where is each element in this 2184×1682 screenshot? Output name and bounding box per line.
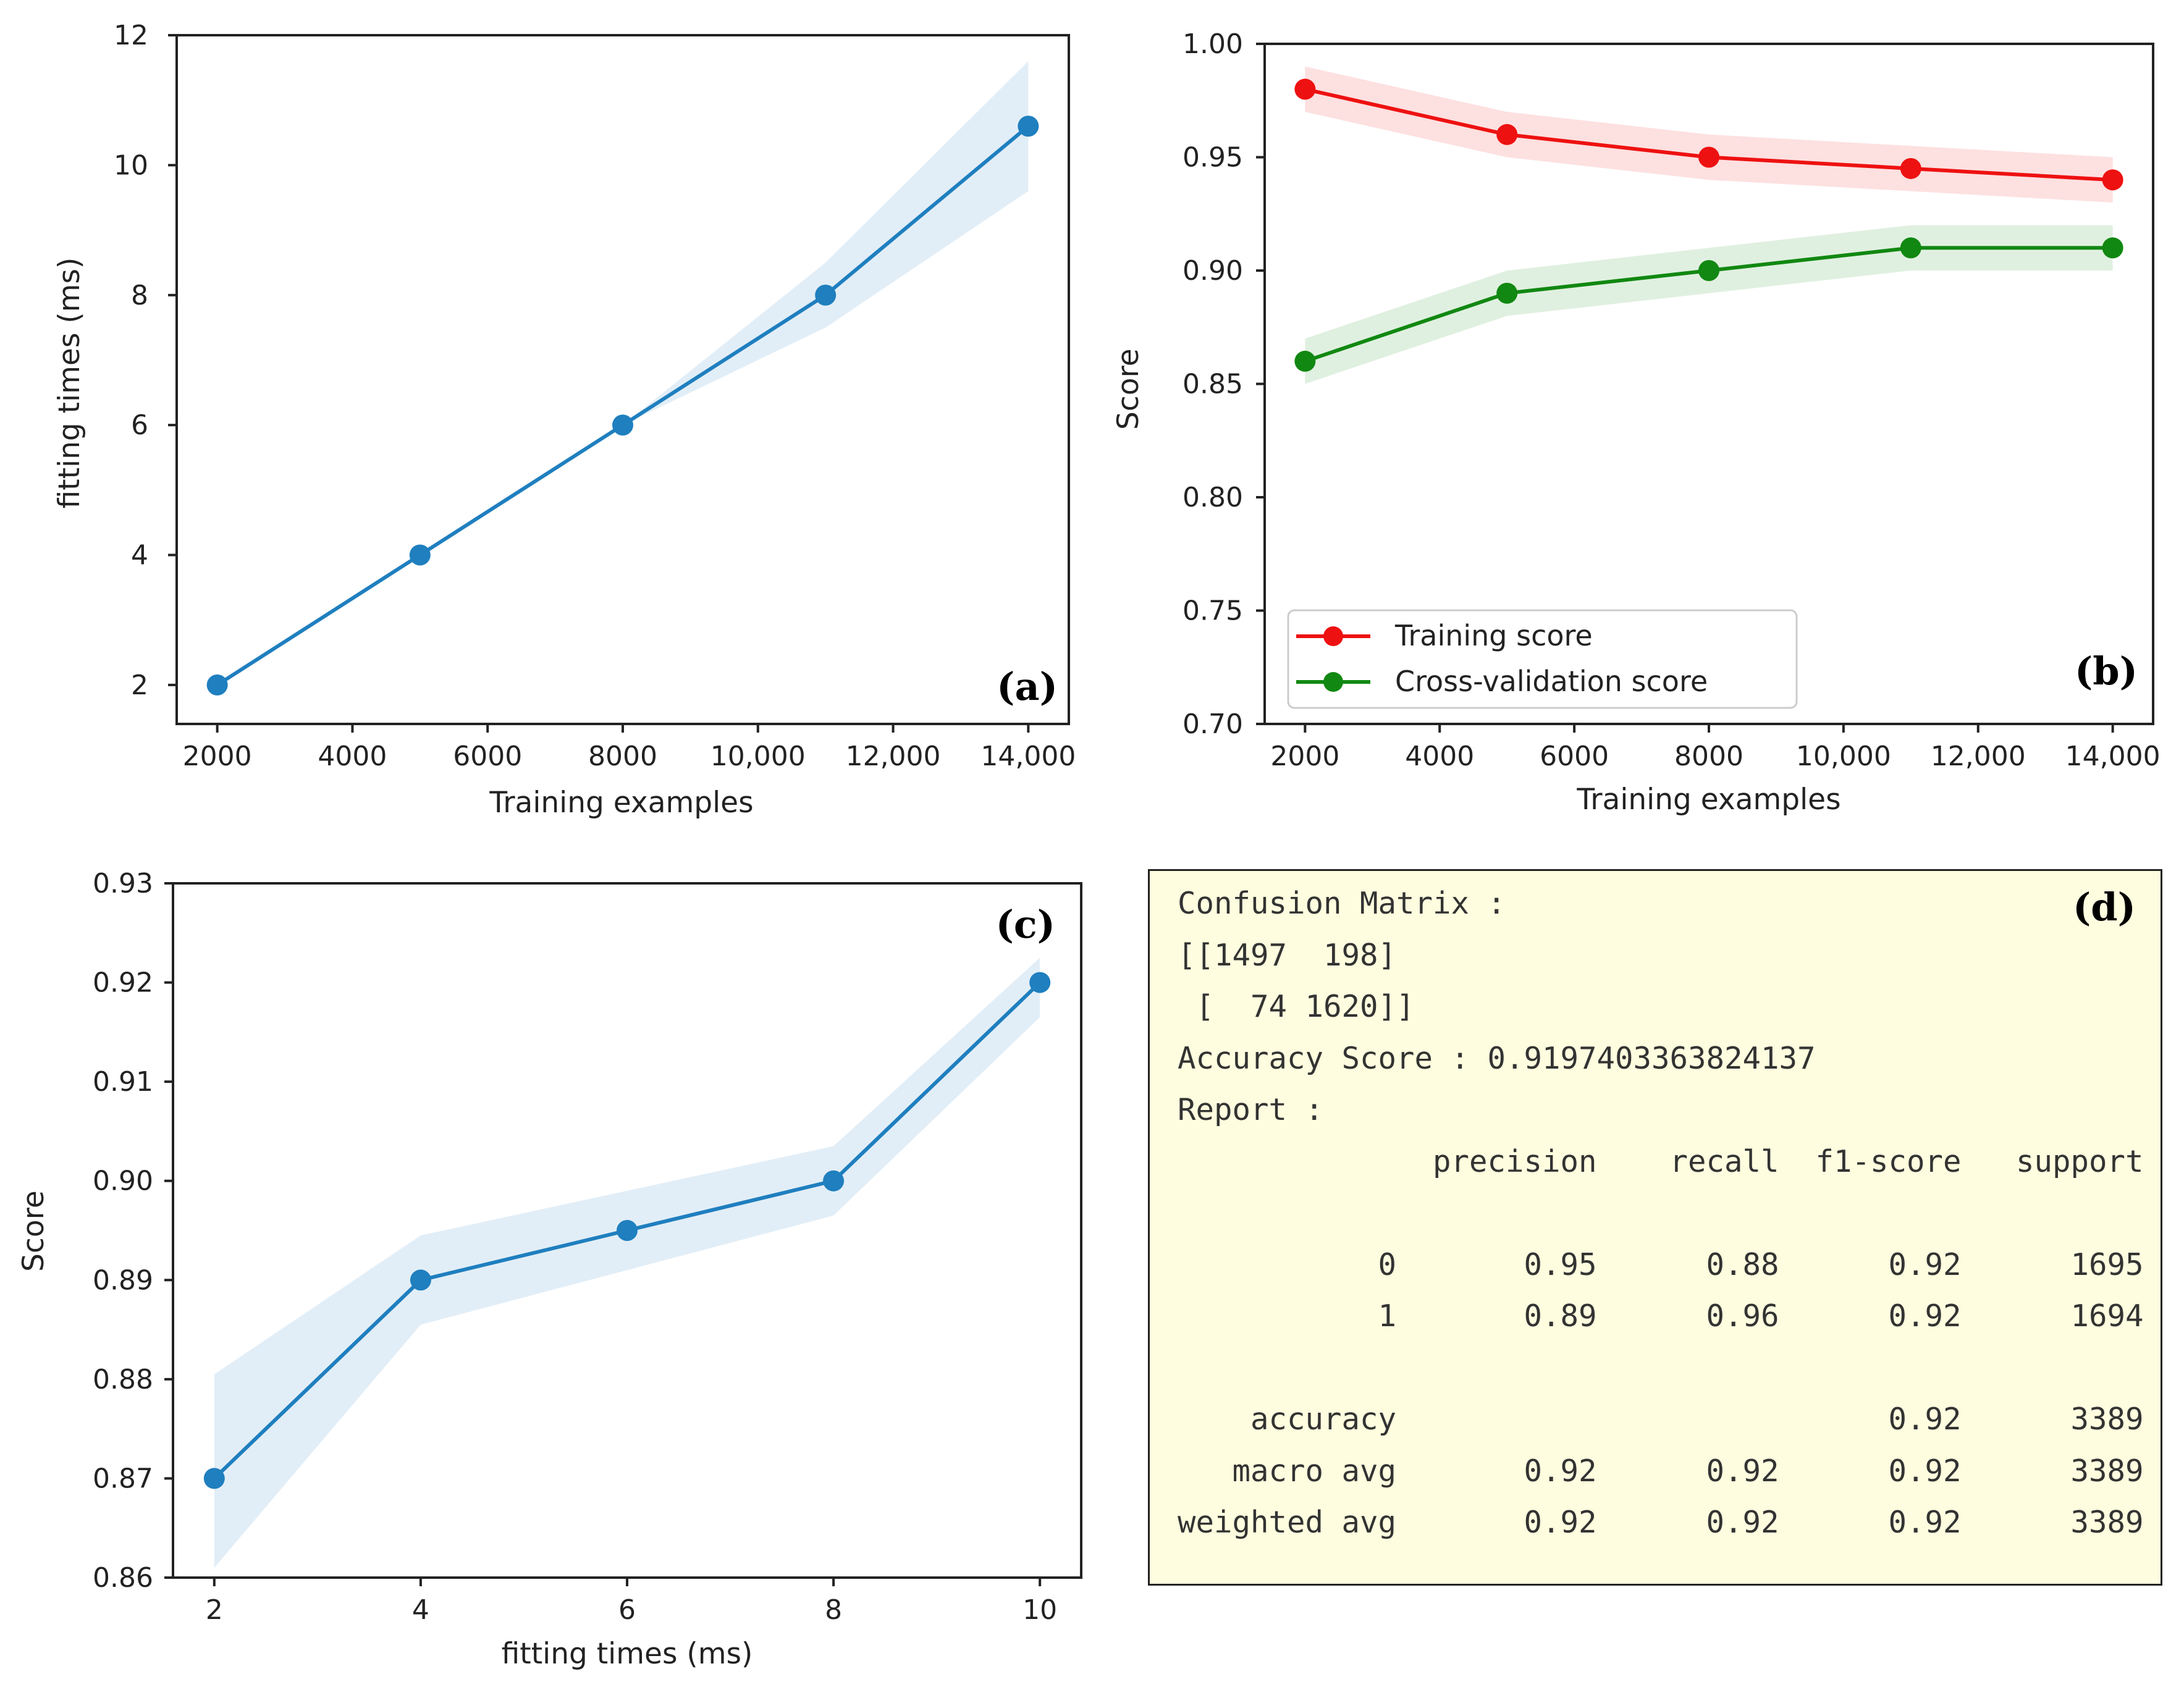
panel-a-xtick-label: 4000 xyxy=(318,741,387,772)
panel-a-point-0-2 xyxy=(612,414,633,436)
panel-a-ytick-label: 2 xyxy=(131,670,148,701)
panel-a-ytick-label: 10 xyxy=(114,149,148,181)
panel-a-ytick-label: 4 xyxy=(131,540,148,571)
panel-a-chart: 2000 4000 6000 8000 10,000 12,000 14,000 2 4 6 8 10… xyxy=(53,20,1076,820)
panel-b-point-1-3 xyxy=(1900,237,1921,259)
panel-d-label: (d) xyxy=(2072,885,2136,930)
panel-b-xtick-label: 10,000 xyxy=(1796,741,1891,772)
report-line: Accuracy Score : 0.9197403363824137 xyxy=(1178,1040,1816,1076)
panel-a-ytick-label: 6 xyxy=(131,410,148,441)
report-line: Report : xyxy=(1178,1092,1324,1127)
panel-b-chart: 2000 4000 6000 8000 10,000 12,000 14,000 0.70 0.… xyxy=(1111,28,2161,817)
panel-b-xlabel: Training examples xyxy=(1576,783,1840,817)
panel-b-ytick-label: 0.90 xyxy=(1183,255,1243,287)
report-line: [[1497 198] xyxy=(1178,937,1397,973)
panel-c-xtick-label: 2 xyxy=(206,1594,223,1626)
panel-c-ytick-label: 0.86 xyxy=(93,1562,153,1594)
panel-b-point-1-0 xyxy=(1294,350,1316,372)
legend-box xyxy=(1287,609,1798,709)
panel-c-label: (c) xyxy=(996,902,1055,947)
panel-a-point-0-0 xyxy=(206,674,228,696)
report-line: [ 74 1620]] xyxy=(1178,989,1415,1024)
panel-a-ylabel: fitting times (ms) xyxy=(53,258,86,509)
panel-b-legend: Training score Cross-validation score xyxy=(1287,609,1798,709)
panel-c-point-0-4 xyxy=(1029,972,1051,993)
panel-c-point-0-0 xyxy=(203,1468,225,1489)
panel-a-xtick-label: 12,000 xyxy=(846,741,941,772)
panel-c-ytick-label: 0.88 xyxy=(93,1364,153,1395)
legend-training-label: Training score xyxy=(1394,619,1593,652)
panel-c-point-0-2 xyxy=(617,1220,638,1241)
panel-c-ylabel: Score xyxy=(17,1190,51,1272)
panel-b-label: (b) xyxy=(2075,649,2138,694)
panel-b-point-0-2 xyxy=(1698,146,1719,168)
panel-b-xtick-label: 6000 xyxy=(1540,741,1609,772)
panel-b-ytick-label: 1.00 xyxy=(1183,28,1243,60)
panel-c-xtick-label: 8 xyxy=(825,1594,842,1626)
panel-b-band-0 xyxy=(1305,66,2113,203)
panel-a-xtick-label: 14,000 xyxy=(980,741,1076,772)
panel-c-xtick-label: 4 xyxy=(412,1594,429,1626)
panel-a-xtick-label: 8000 xyxy=(588,741,657,772)
panel-b-point-0-1 xyxy=(1496,124,1518,145)
legend-cv-label: Cross-validation score xyxy=(1395,665,1708,698)
report-line: accuracy 0.92 3389 xyxy=(1178,1402,2144,1437)
panel-b-ytick-label: 0.75 xyxy=(1183,595,1243,627)
panel-b-xtick-label: 14,000 xyxy=(2065,741,2161,772)
report-line: 1 0.89 0.96 0.92 1694 xyxy=(1178,1298,2144,1334)
panel-c-ytick-label: 0.92 xyxy=(93,967,153,999)
panel-c-point-0-3 xyxy=(823,1170,845,1192)
panel-c-xlabel: fitting times (ms) xyxy=(502,1637,753,1671)
panel-b-xtick-label: 12,000 xyxy=(1931,741,2026,772)
report-line: Confusion Matrix : xyxy=(1178,886,1506,921)
panel-c-point-0-1 xyxy=(410,1269,431,1291)
panel-a-frame xyxy=(175,34,1070,725)
panel-a-xlabel: Training examples xyxy=(489,786,753,820)
panel-c-chart: 2 4 6 8 10 0.86 0.87 0.88 0.89 0.90 0.91 0.92 0.93 f… xyxy=(17,868,1082,1671)
panel-b-point-1-2 xyxy=(1698,260,1719,281)
panel-a-point-0-4 xyxy=(1018,116,1039,137)
panel-b-xtick-label: 4000 xyxy=(1405,741,1474,772)
panel-c-xtick-label: 6 xyxy=(618,1594,636,1626)
legend-cv-marker xyxy=(1323,672,1343,692)
report-line: weighted avg 0.92 0.92 0.92 3389 xyxy=(1178,1505,2144,1540)
panel-b-band-1 xyxy=(1305,225,2113,384)
panel-a-point-0-3 xyxy=(815,284,837,306)
panel-b-point-1-1 xyxy=(1496,282,1518,304)
panel-a-ytick-label: 8 xyxy=(131,280,148,311)
panel-b-point-0-4 xyxy=(2102,169,2123,191)
panel-a-xtick-label: 2000 xyxy=(183,741,252,772)
report-line: precision recall f1-score support xyxy=(1178,1143,2144,1179)
panel-a-ytick-label: 12 xyxy=(114,20,148,51)
panel-c-ytick-label: 0.91 xyxy=(93,1066,153,1098)
panel-b-point-1-4 xyxy=(2102,237,2123,259)
classification-report-panel: (d) Confusion Matrix : [[1497 198] [ 74 1… xyxy=(1148,869,2162,1586)
panel-b-xtick-label: 8000 xyxy=(1674,741,1743,772)
panel-c-xtick-label: 10 xyxy=(1022,1594,1057,1626)
report-line: 0 0.95 0.88 0.92 1695 xyxy=(1178,1247,2144,1282)
report-line: macro avg 0.92 0.92 0.92 3389 xyxy=(1178,1453,2144,1489)
panel-a-label: (a) xyxy=(997,664,1058,709)
panel-a-xtick-label: 6000 xyxy=(453,741,522,772)
panel-b-point-0-0 xyxy=(1294,78,1316,100)
panel-c-ytick-label: 0.93 xyxy=(93,868,153,899)
panel-a-band-0 xyxy=(217,61,1029,685)
panel-a-point-0-1 xyxy=(409,544,431,566)
panel-c-ytick-label: 0.90 xyxy=(93,1166,153,1197)
panel-b-ylabel: Score xyxy=(1111,348,1145,430)
panel-c-band-0 xyxy=(214,957,1040,1568)
panel-b-xtick-label: 2000 xyxy=(1270,741,1339,772)
panel-c-ytick-label: 0.87 xyxy=(93,1463,153,1494)
panel-b-ytick-label: 0.70 xyxy=(1183,709,1243,740)
panel-c-ytick-label: 0.89 xyxy=(93,1264,153,1296)
panel-b-ytick-label: 0.80 xyxy=(1183,482,1243,513)
panel-b-ytick-label: 0.95 xyxy=(1183,142,1243,174)
panel-b-point-0-3 xyxy=(1900,158,1921,179)
panel-b-ytick-label: 0.85 xyxy=(1183,369,1243,400)
legend-training-marker xyxy=(1323,626,1343,646)
panel-a-xtick-label: 10,000 xyxy=(710,741,806,772)
